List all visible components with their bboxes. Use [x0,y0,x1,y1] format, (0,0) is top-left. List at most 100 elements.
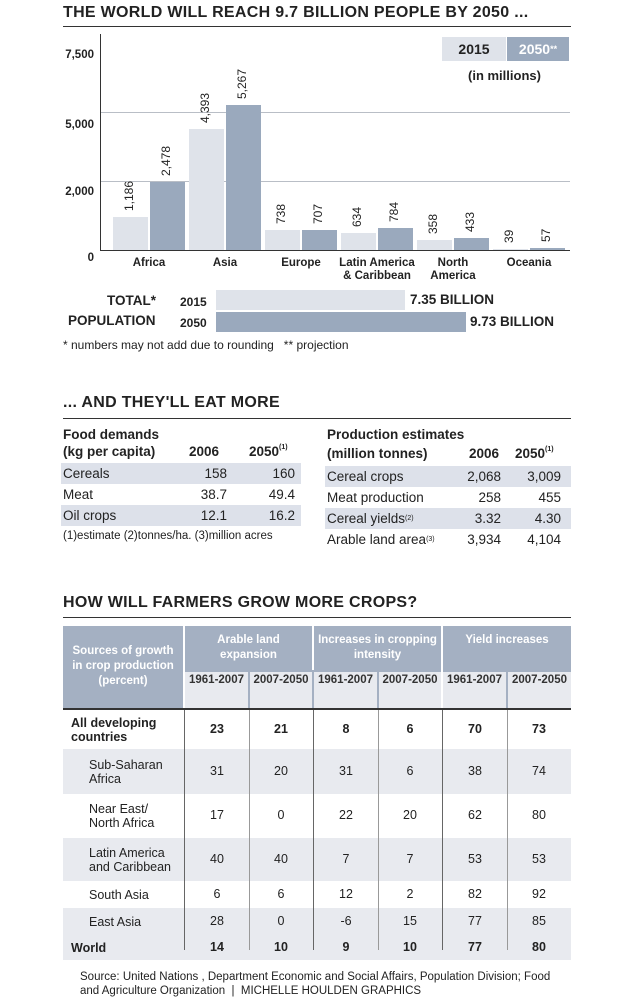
row-sup: (3) [426,536,435,543]
table-cell: 15 [403,914,417,928]
table-row: Arable land area(3) 3,934 4,104 [325,529,571,550]
period-header: 2007-2050 [508,672,571,708]
food-head1: Food demands [63,427,160,442]
table-row: Near East/ North Africa 17 0 22 20 62 80 [63,794,571,838]
prod-year-2050: 2050 [515,446,546,461]
table-row: All developing countries 23 21 8 6 70 73 [63,710,571,749]
table-cell: 8 [342,722,350,736]
group-label: Yield increases [465,634,549,646]
bar-value-label: 358 [425,214,440,235]
row-2006: 2,068 [467,469,501,484]
table-cell: 31 [339,764,353,778]
source-line2: and Agriculture Organization | MICHELLE … [80,985,422,997]
table-cell: 0 [277,914,285,928]
row-2006: 3.32 [474,511,501,526]
prod-year-2006: 2006 [469,446,500,461]
period-header: 1961-2007 [314,672,377,708]
table-row: Latin America and Caribbean 40 40 7 7 53 53 [63,838,571,881]
corner-label: Sources of growth in crop production (pe… [72,645,174,687]
section3-title: HOW WILL FARMERS GROW MORE CROPS? [63,594,418,611]
table-cell: 31 [210,764,224,778]
row-label: South Asia [89,888,149,902]
category-label: North America [430,257,476,282]
table-cell: 7 [406,852,414,866]
category-label: Africa [132,257,166,269]
ytick-5000: 5,000 [65,119,94,131]
table-row: Cereals 158 160 [61,463,301,484]
bar-2050-5 [530,248,565,250]
table-cell: 10 [274,940,288,954]
bar-value-label: 57 [538,229,553,243]
row-sup: (2) [405,515,414,522]
footnote: * numbers may not add due to rounding **… [63,338,349,352]
table-cell: 17 [210,808,224,822]
row-label: Meat production [327,490,424,505]
period-header: 2007-2050 [250,672,312,708]
header-rule [63,708,571,710]
prod-head2: (million tonnes) [327,446,428,461]
table-cell: 70 [468,722,482,736]
legend-2050-label: 2050 [518,41,551,57]
legend-swatch-2015: 2015 [442,37,506,61]
row-label: Near East/ North Africa [89,802,155,830]
category-label: Oceania [506,257,552,269]
bar-2050-2 [302,230,337,250]
food-demands-table: Food demands (kg per capita) 2006 2050(1… [61,426,303,556]
y-axis [100,34,101,250]
table-cell: 38 [468,764,482,778]
table-cell: 21 [274,722,288,736]
total-label: TOTAL* [107,293,156,308]
table-cell: 73 [532,722,546,736]
table-cell: 6 [213,887,221,901]
total-value-2015: 7.35 BILLION [410,292,495,307]
group-header: Arable land expansion [185,626,312,670]
table-cell: 12 [339,887,353,901]
bar-2015-0 [113,217,148,250]
food-year-sup: (1) [279,444,288,451]
group-label: Arable land expansion [217,634,280,661]
table-row: Cereal yields(2) 3.32 4.30 [325,508,571,529]
food-year-2050: 2050 [249,444,280,459]
table-cell: 10 [403,940,417,954]
legend-2050-suffix: ** [550,44,558,54]
ytick-7500: 7,500 [65,49,94,61]
table-cell: 82 [468,887,482,901]
table-cell: 53 [468,852,482,866]
bar-2015-5 [493,248,528,250]
total-bar-2050 [216,312,466,332]
legend-swatch-2050: 2050** [507,37,569,61]
table-row: Meat 38.7 49.4 [61,484,301,505]
row-2006: 38.7 [200,487,227,502]
row-2050: 4,104 [527,532,561,547]
table-cell: 9 [342,940,350,954]
bar-value-label: 634 [349,206,364,227]
source-line1: Source: United Nations , Department Econ… [80,971,551,983]
group-header: Increases in cropping intensity [314,626,441,670]
ytick-2000: 2,000 [65,186,94,198]
group-label: Increases in cropping intensity [318,634,437,661]
bar-2015-3 [341,232,376,250]
row-label: Cereal yields [327,511,406,526]
table-cell: 62 [468,808,482,822]
category-label: Latin America & Caribbean [339,257,415,282]
bar-2015-1 [189,128,224,250]
prod-head1: Production estimates [327,427,465,442]
food-year-2006: 2006 [189,444,220,459]
table-cell: 14 [210,940,224,954]
bar-value-label: 4,393 [197,92,212,123]
row-label: Oil crops [63,508,117,523]
row-label: Sub-Saharan Africa [89,758,163,786]
row-2050: 455 [538,490,561,505]
x-axis [100,250,570,251]
bar-value-label: 39 [501,229,516,243]
row-2050: 16.2 [268,508,295,523]
bar-2015-2 [265,229,300,250]
column-divider [378,708,379,950]
bar-2050-1 [226,104,261,250]
table-cell: 22 [339,808,353,822]
bar-2050-0 [150,181,185,250]
column-divider [249,708,250,950]
category-label: Asia [212,257,238,269]
table-cell: 74 [532,764,546,778]
row-label: Arable land area [327,532,427,547]
